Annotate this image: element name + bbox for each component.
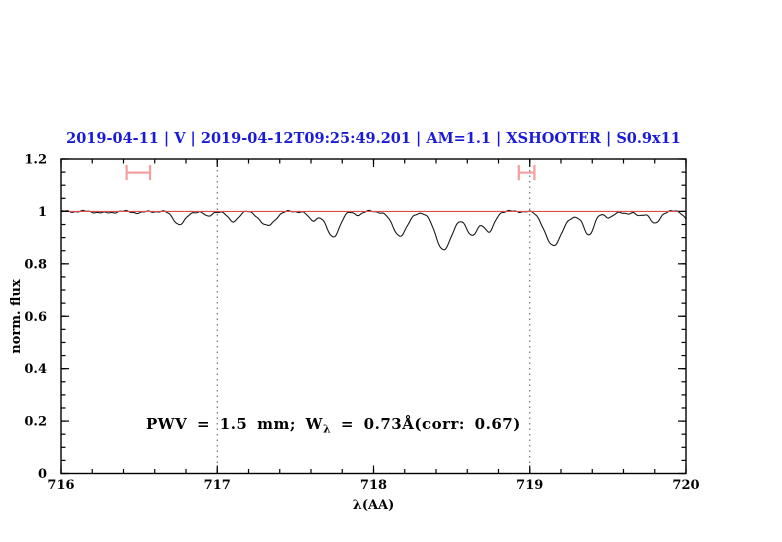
y-tick-label-02: 0.2 xyxy=(24,415,47,430)
y-tick-label-0: 0 xyxy=(38,467,47,482)
y-axis-label: norm. flux xyxy=(9,279,24,354)
y-tick-label-06: 0.6 xyxy=(24,310,47,325)
x-tick-label-719: 719 xyxy=(516,478,543,493)
lambda-subscript: λ xyxy=(323,423,331,436)
plot-title: 2019-04-11 | V | 2019-04-12T09:25:49.201… xyxy=(66,130,681,147)
pwv-annotation-main: PWV = 1.5 mm; W xyxy=(146,415,324,433)
y-tick-labels: 0 0.2 0.4 0.6 0.8 1 1.2 xyxy=(24,153,47,483)
x-tick-label-720: 720 xyxy=(672,478,699,493)
y-tick-label-08: 0.8 xyxy=(24,257,47,272)
x-tick-label-716: 716 xyxy=(47,478,74,493)
x-tick-labels: 716 717 718 719 720 xyxy=(47,478,699,493)
pwv-annotation-tail: = 0.73Å(corr: 0.67) xyxy=(331,415,521,433)
spectrum-line xyxy=(60,209,687,251)
pwv-annotation: PWV = 1.5 mm; Wλ = 0.73Å(corr: 0.67) xyxy=(146,415,521,436)
x-axis-label: λ(AA) xyxy=(353,498,395,513)
y-tick-label-1: 1 xyxy=(38,205,47,220)
x-tick-label-718: 718 xyxy=(360,478,387,493)
axis-ticks xyxy=(60,158,687,475)
pwv-range-markers xyxy=(125,165,536,181)
y-tick-label-12: 1.2 xyxy=(24,153,47,168)
y-tick-label-04: 0.4 xyxy=(24,362,47,377)
x-tick-label-717: 717 xyxy=(204,478,231,493)
